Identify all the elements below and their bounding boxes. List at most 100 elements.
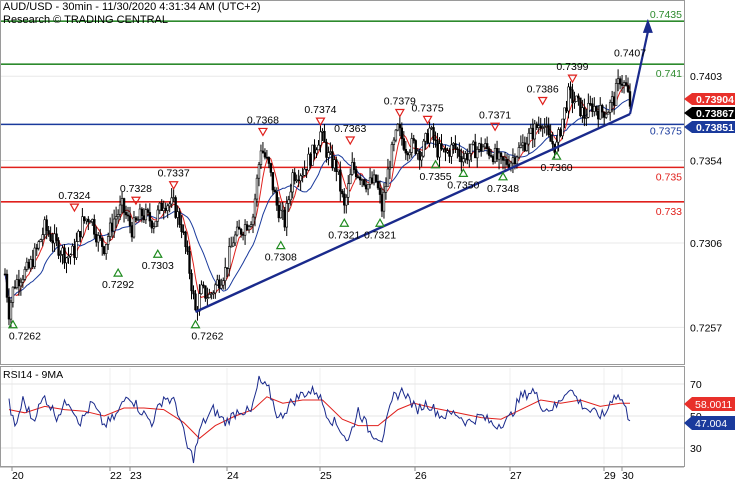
candle-body (360, 179, 364, 181)
candle-body (31, 259, 34, 267)
candle-body (39, 239, 42, 243)
candle-body (402, 138, 406, 150)
candle-body (307, 153, 310, 171)
candle-body (313, 144, 316, 154)
candle-body (148, 212, 152, 222)
candle-body (527, 132, 531, 145)
candle-body (202, 284, 205, 287)
candle-body (21, 279, 25, 283)
candle-body (347, 183, 350, 198)
candle-body (41, 234, 44, 240)
candle-body (63, 247, 66, 264)
candle-body (591, 103, 594, 112)
candle-body (390, 144, 394, 168)
candle-body (285, 203, 288, 228)
candle-body (73, 245, 76, 258)
candle-body (212, 292, 215, 295)
candle-body (315, 149, 318, 154)
candle-body (23, 269, 27, 280)
candle-body (150, 220, 154, 229)
candle-body (299, 175, 302, 182)
peak-label: 0.7324 (58, 190, 90, 202)
candle-body (37, 241, 40, 249)
candle-body (408, 152, 411, 156)
candle-body (394, 129, 398, 141)
candle-body (184, 231, 187, 248)
trough-label: 0.7321 (364, 229, 396, 241)
candle-body (440, 143, 443, 150)
candle-body (134, 217, 138, 221)
candle-body (597, 110, 600, 120)
price-tag (684, 107, 735, 119)
candle-body (376, 181, 380, 189)
time-axis-tick-label: 20 (12, 470, 24, 480)
time-axis-tick-label: 26 (415, 470, 427, 480)
candle-body (231, 242, 235, 247)
support-trendline (194, 112, 631, 313)
candle-body (249, 224, 253, 227)
candle-body (110, 222, 114, 232)
candle-body (412, 138, 415, 141)
peak-label: 0.7363 (334, 123, 366, 135)
candle-body (499, 152, 503, 158)
candle-body (91, 219, 94, 223)
trough-marker (275, 240, 286, 250)
candle-body (251, 216, 255, 225)
level-line-label: 0.7375 (650, 125, 682, 137)
candle-body (11, 286, 15, 303)
candle-body (533, 123, 536, 140)
candle-body (114, 216, 118, 220)
candle-body (108, 222, 112, 237)
candle-body (35, 247, 38, 250)
candle-body (436, 140, 439, 158)
candle-body (356, 176, 360, 179)
candle-body (77, 231, 80, 242)
trough-label: 0.7292 (102, 279, 134, 291)
candle-body (333, 159, 336, 169)
candle-body (301, 174, 304, 177)
candle-body (593, 106, 596, 112)
rsi-tag-value: 58.0011 (695, 399, 732, 411)
candle-body (93, 219, 96, 235)
candle-body (345, 196, 348, 206)
candle-body (339, 169, 342, 192)
peak-marker (537, 96, 548, 106)
candle-body (257, 164, 261, 179)
candle-body (49, 233, 52, 242)
candle-body (247, 226, 251, 231)
candle-body (228, 246, 231, 269)
candle-body (132, 217, 136, 238)
candle-body (341, 190, 344, 195)
candle-body (392, 139, 396, 145)
candle-body (164, 207, 167, 211)
candle-body (517, 147, 521, 158)
candle-body (69, 254, 72, 257)
candle-body (104, 244, 108, 254)
candle-body (507, 164, 511, 169)
candle-body (414, 140, 417, 154)
time-axis-tick-label: 30 (622, 470, 634, 480)
candle-body (358, 176, 362, 181)
candle-body (216, 279, 219, 286)
candle-body (75, 241, 78, 258)
candle-body (200, 284, 203, 295)
candle-body (261, 150, 265, 153)
candle-body (539, 125, 542, 129)
candle-body (176, 211, 179, 218)
candle-body (400, 127, 404, 139)
time-axis-tick-label: 23 (130, 470, 142, 480)
candle-body (489, 155, 493, 157)
candle-body (537, 125, 540, 128)
rsi-ma-line (8, 396, 630, 440)
candle-body (559, 129, 562, 137)
candle-body (81, 216, 84, 238)
candle-body (67, 255, 70, 259)
chart-title: AUD/USD - 30min - 11/30/2020 4:31:34 AM … (3, 1, 261, 13)
trough-marker (113, 267, 124, 277)
candle-body (142, 215, 146, 221)
candle-body (71, 245, 74, 256)
candle-body (472, 141, 475, 145)
candle-body (178, 211, 181, 225)
candle-body (265, 156, 269, 159)
